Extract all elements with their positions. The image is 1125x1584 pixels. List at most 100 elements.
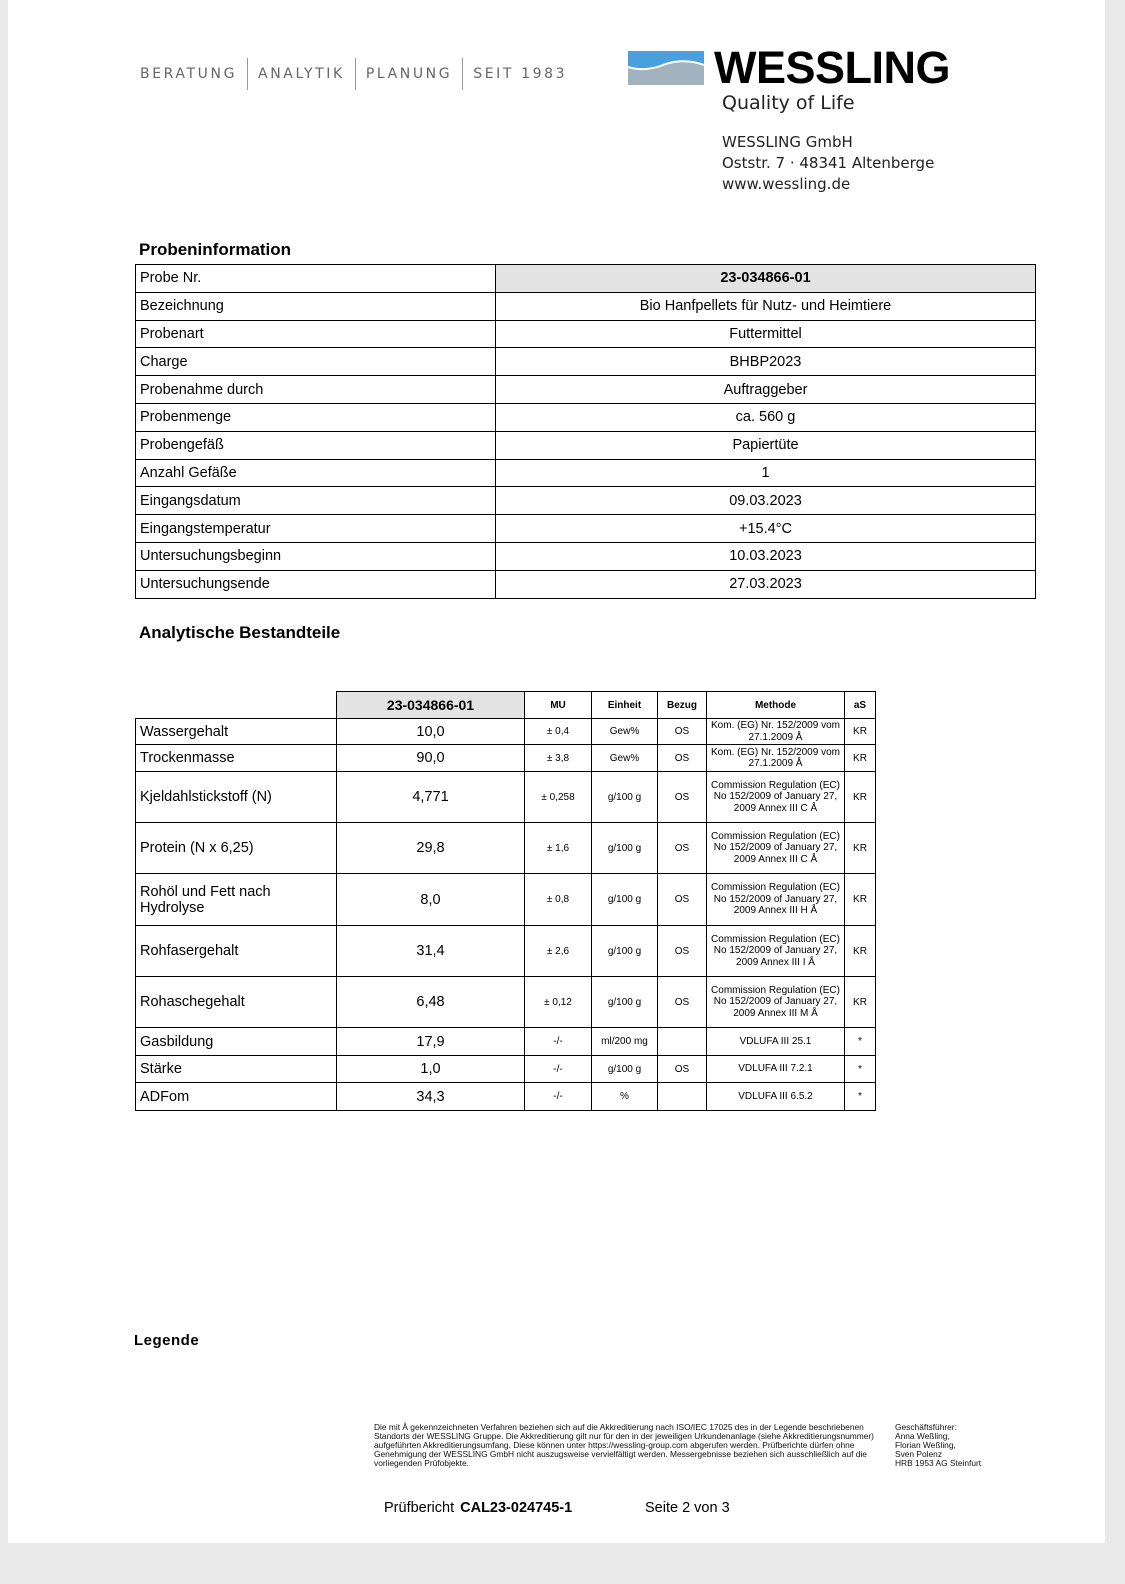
- info-row: Untersuchungsende 27.03.2023: [135, 569, 1036, 599]
- analyte-unit: g/100 g: [591, 771, 658, 823]
- info-label: Probe Nr.: [135, 264, 496, 293]
- analyte-method: VDLUFA III 25.1: [706, 1027, 845, 1056]
- tagline: BERATUNG ANALYTIK PLANUNG SEIT 1983: [130, 58, 577, 90]
- tagline-item: SEIT 1983: [473, 66, 568, 82]
- analysis-row: Trockenmasse 90,0 ± 3,8 Gew% OS Kom. (EG…: [135, 744, 876, 772]
- analyte-bezug: OS: [657, 925, 707, 977]
- analyte-mu: ± 0,8: [524, 873, 592, 926]
- analyte-value: 29,8: [336, 822, 525, 874]
- analyte-as: KR: [844, 744, 876, 772]
- analysis-row: Gasbildung 17,9 -/- ml/200 mg VDLUFA III…: [135, 1027, 876, 1056]
- analysis-row: Rohöl und Fett nach Hydrolyse 8,0 ± 0,8 …: [135, 873, 876, 926]
- analyte-bezug: [657, 1082, 707, 1111]
- management-line: Geschäftsführer:: [895, 1422, 957, 1432]
- analysis-row: Protein (N x 6,25) 29,8 ± 1,6 g/100 g OS…: [135, 822, 876, 874]
- analyte-mu: ± 3,8: [524, 744, 592, 772]
- analyte-bezug: OS: [657, 1055, 707, 1083]
- analyte-mu: -/-: [524, 1055, 592, 1083]
- info-label: Untersuchungsbeginn: [135, 541, 496, 571]
- analyte-method: Commission Regulation (EC) No 152/2009 o…: [706, 976, 845, 1028]
- analyte-mu: ± 0,4: [524, 718, 592, 745]
- report-label: Prüfbericht: [384, 1500, 455, 1516]
- analyte-value: 4,771: [336, 771, 525, 823]
- header-blank: [135, 691, 337, 719]
- report-number: Prüfbericht CAL23-024745-1: [384, 1500, 572, 1516]
- info-value: Bio Hanfpellets für Nutz- und Heimtiere: [495, 291, 1036, 321]
- analyte-value: 31,4: [336, 925, 525, 977]
- info-row: Charge BHBP2023: [135, 347, 1036, 377]
- tagline-item: ANALYTIK: [258, 66, 345, 82]
- analyte-value: 34,3: [336, 1082, 525, 1111]
- analyte-mu: ± 0,258: [524, 771, 592, 823]
- info-label: Probenmenge: [135, 402, 496, 432]
- accreditation-disclaimer: Die mit Å gekennzeichneten Verfahren bez…: [374, 1422, 874, 1468]
- info-row: Probenahme durch Auftraggeber: [135, 375, 1036, 404]
- management-line: Sven Polenz: [895, 1449, 943, 1459]
- info-label: Untersuchungsende: [135, 569, 496, 599]
- wessling-logo: WESSLING: [628, 42, 951, 93]
- document-page: BERATUNG ANALYTIK PLANUNG SEIT 1983 WESS…: [8, 0, 1105, 1543]
- analyte-name: Trockenmasse: [135, 744, 337, 772]
- analyte-value: 17,9: [336, 1027, 525, 1056]
- info-label: Probengefäß: [135, 430, 496, 460]
- wave-logo-icon: [628, 51, 704, 85]
- analyte-method: Commission Regulation (EC) No 152/2009 o…: [706, 771, 845, 823]
- info-value: Auftraggeber: [495, 375, 1036, 404]
- analyte-name: Wassergehalt: [135, 718, 337, 745]
- analysis-row: Stärke 1,0 -/- g/100 g OS VDLUFA III 7.2…: [135, 1055, 876, 1083]
- analyte-as: KR: [844, 718, 876, 745]
- analysis-row: Wassergehalt 10,0 ± 0,4 Gew% OS Kom. (EG…: [135, 718, 876, 745]
- info-label: Eingangsdatum: [135, 486, 496, 516]
- analyte-name: Protein (N x 6,25): [135, 822, 337, 874]
- analyte-unit: Gew%: [591, 718, 658, 745]
- analysis-row: Rohfasergehalt 31,4 ± 2,6 g/100 g OS Com…: [135, 925, 876, 977]
- analyte-bezug: OS: [657, 744, 707, 772]
- analyte-method: VDLUFA III 7.2.1: [706, 1055, 845, 1083]
- analyte-value: 8,0: [336, 873, 525, 926]
- analysis-table: 23-034866-01 MU Einheit Bezug Methode aS…: [135, 691, 876, 1111]
- analyte-as: KR: [844, 822, 876, 874]
- slogan: Quality of Life: [722, 92, 855, 114]
- analyte-mu: -/-: [524, 1027, 592, 1056]
- info-label: Eingangstemperatur: [135, 514, 496, 543]
- analyte-bezug: [657, 1027, 707, 1056]
- info-value: BHBP2023: [495, 347, 1036, 377]
- analyte-value: 1,0: [336, 1055, 525, 1083]
- info-value: ca. 560 g: [495, 402, 1036, 432]
- header-sample: 23-034866-01: [336, 691, 525, 719]
- tagline-item: PLANUNG: [365, 66, 453, 82]
- sample-info-table: Probe Nr. 23-034866-01 Bezeichnung Bio Hanf…: [135, 264, 1036, 599]
- section-title-analytik: Analytische Bestandteile: [139, 623, 341, 642]
- analysis-row: ADFom 34,3 -/- % VDLUFA III 6.5.2 *: [135, 1082, 876, 1111]
- info-row: Probenmenge ca. 560 g: [135, 402, 1036, 432]
- company-name: WESSLING GmbH: [722, 133, 853, 151]
- analyte-value: 10,0: [336, 718, 525, 745]
- info-value: 09.03.2023: [495, 486, 1036, 516]
- page-number: Seite 2 von 3: [645, 1500, 730, 1516]
- analyte-as: *: [844, 1082, 876, 1111]
- analyte-method: Kom. (EG) Nr. 152/2009 vom 27.1.2009 Å: [706, 744, 845, 772]
- analyte-method: VDLUFA III 6.5.2: [706, 1082, 845, 1111]
- analyte-as: KR: [844, 873, 876, 926]
- info-value: Futtermittel: [495, 319, 1036, 349]
- info-value: 23-034866-01: [495, 264, 1036, 293]
- analysis-row: Rohaschegehalt 6,48 ± 0,12 g/100 g OS Co…: [135, 976, 876, 1028]
- analyte-unit: ml/200 mg: [591, 1027, 658, 1056]
- info-value: Papiertüte: [495, 430, 1036, 460]
- management-line: HRB 1953 AG Steinfurt: [895, 1458, 982, 1468]
- management-line: Anna Weßling,: [895, 1431, 950, 1441]
- brand-name: WESSLING: [714, 42, 951, 93]
- analyte-name: Rohfasergehalt: [135, 925, 337, 977]
- management-line: Florian Weßling,: [895, 1440, 956, 1450]
- info-row: Probengefäß Papiertüte: [135, 430, 1036, 460]
- analyte-mu: -/-: [524, 1082, 592, 1111]
- analyte-name: Gasbildung: [135, 1027, 337, 1056]
- analyte-unit: g/100 g: [591, 976, 658, 1028]
- info-row: Eingangstemperatur +15.4°C: [135, 514, 1036, 543]
- street: Oststr. 7 · 48341 Altenberge: [722, 154, 935, 172]
- analyte-bezug: OS: [657, 718, 707, 745]
- tagline-item: BERATUNG: [140, 66, 238, 82]
- info-label: Probenahme durch: [135, 375, 496, 404]
- info-value: +15.4°C: [495, 514, 1036, 543]
- report-id: CAL23-024745-1: [460, 1500, 573, 1516]
